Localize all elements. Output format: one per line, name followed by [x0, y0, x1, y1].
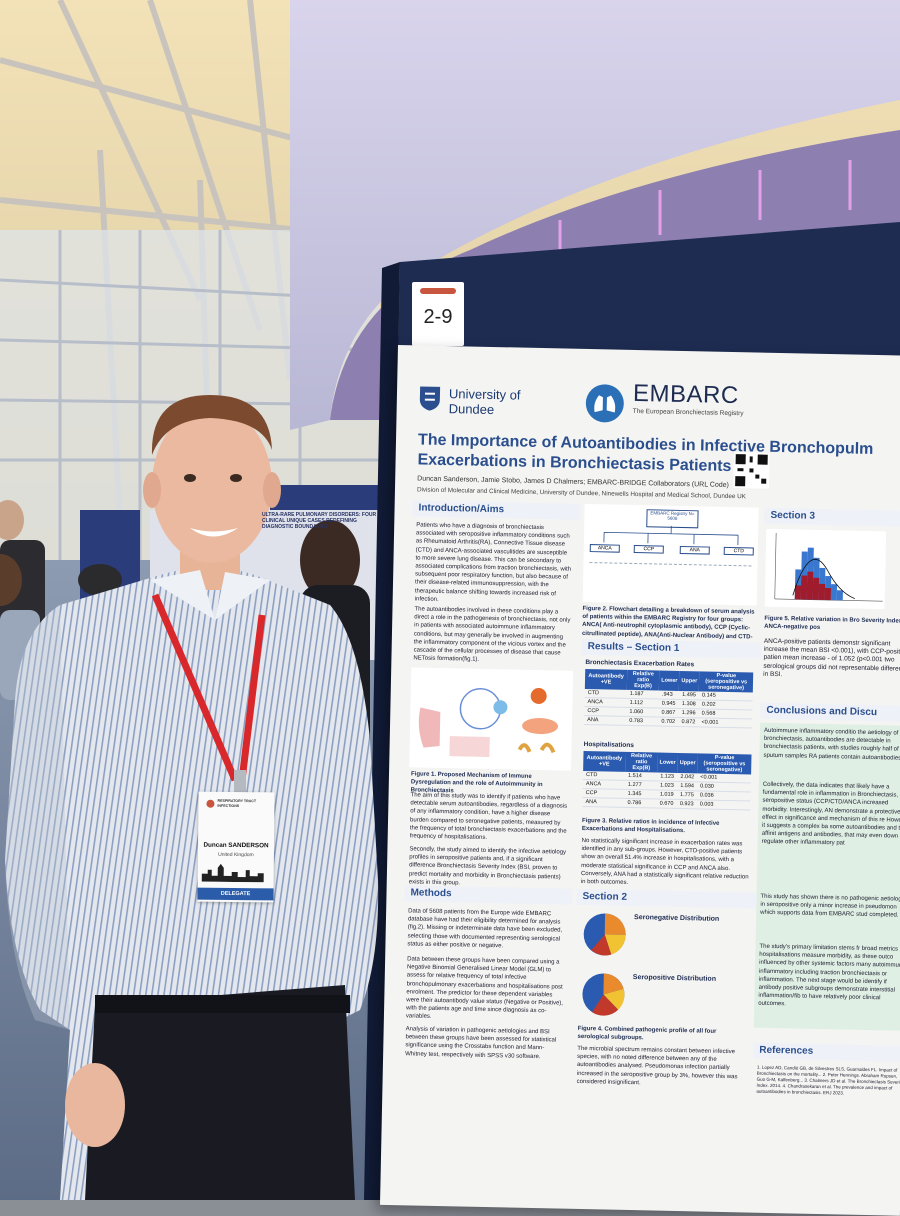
hosp-table-title: Hospitalisations — [583, 740, 634, 750]
research-poster: University of Dundee EMBARC The European… — [379, 345, 900, 1216]
conclusions-text-4: The study's primary limitation stems fr … — [758, 943, 900, 1008]
table-cell: 0.670 — [656, 799, 677, 809]
table-cell: 1.594 — [677, 781, 698, 791]
results-heading: Results – Section 1 — [581, 638, 762, 659]
exac-header: Relative ratio Exp(B) — [626, 669, 660, 691]
qr-code-icon — [733, 452, 770, 489]
exacerbation-table: Autoantibody +VE Relative ratio Exp(B) L… — [584, 668, 754, 729]
aim-text-2: Secondly, the study aimed to identify th… — [408, 846, 567, 887]
table-cell: <0.001 — [698, 717, 753, 728]
bsi-histogram — [764, 528, 887, 610]
mechanism-figure — [409, 667, 574, 771]
references-heading: References — [753, 1042, 900, 1063]
badge-name: Duncan SANDERSON — [203, 841, 269, 850]
table-cell: 0.783 — [626, 716, 659, 727]
methods-heading: Methods — [404, 885, 573, 905]
intro-heading: Introduction/Aims — [412, 500, 581, 520]
conclusions-text-3: This study has shown there is no pathoge… — [760, 893, 900, 920]
event-logo-icon — [206, 799, 215, 808]
university-logo-text: University of Dundee — [448, 386, 521, 418]
poster-title-line2: Exacerbations in Bronchiectasis Patients — [417, 451, 732, 476]
seronegative-title: Seronegative Distribution — [633, 914, 720, 923]
section2-heading: Section 2 — [576, 888, 757, 909]
aim-text: The aim of this study was to identify if… — [409, 792, 568, 841]
section3-heading: Section 3 — [764, 507, 900, 528]
board-number-card: 2-9 — [412, 282, 464, 346]
table-cell: 0.923 — [676, 799, 697, 809]
badge-event: RESPIRATORY TRACT INFECTIONS — [217, 798, 257, 808]
hosp-header: Lower — [657, 752, 678, 773]
conclusions-heading: Conclusions and Discu — [760, 702, 900, 723]
conclusions-text-2: Collectively, the data indicates that li… — [761, 781, 900, 847]
section2-text: The microbial spectrum remains constant … — [576, 1045, 738, 1087]
methods-text-3: Analysis of variation in pathogenic aeti… — [405, 1026, 557, 1060]
badge-role: DELEGATE — [197, 887, 274, 901]
references-text: 1. Lopez AD, Candiò GB, de Silvestres SL… — [756, 1064, 900, 1096]
embarc-logo-text: EMBARC — [632, 379, 739, 410]
exac-header: Upper — [679, 670, 700, 692]
flow-box-ana: ANA — [679, 545, 710, 555]
exac-header: P-value (seropositive vs seronegative) — [699, 671, 754, 693]
flow-subboxes — [589, 562, 752, 579]
lungs-logo-icon — [585, 384, 624, 423]
results-text: No statistically significant increase in… — [580, 837, 749, 886]
fig5-caption: Figure 5. Relative variation in Bro Seve… — [764, 615, 900, 632]
conclusions-text: Autoimmune inflammatory conditio the aet… — [763, 727, 900, 762]
section3-text: ANCA-positive patients demonstr signific… — [763, 637, 900, 678]
fig4-caption: Figure 4. Combined pathogenic profile of… — [577, 1025, 717, 1042]
badge-country: United Kingdom — [218, 851, 254, 859]
hosp-header: Relative ratio Exp(B) — [625, 751, 658, 773]
flowchart: EMBARC Registry N= 5608 ANCA CCP ANA CTD — [582, 503, 759, 606]
background-poster-title: ULTRA-RARE PULMONARY DISORDERS: FOUR CLI… — [262, 512, 377, 530]
hosp-header: P-value (seropositive vs seronegative) — [697, 753, 752, 775]
hospitalisation-table: Autoantibody +VE Relative ratio Exp(B) L… — [582, 750, 752, 811]
hosp-header: Upper — [677, 752, 698, 774]
embarc-subtitle: The European Bronchiectasis Registry — [632, 407, 744, 418]
flow-box-ctd: CTD — [723, 546, 754, 556]
exac-header: Lower — [659, 670, 680, 691]
table-cell: 0.702 — [658, 717, 679, 727]
poster-affiliation: Division of Molecular and Clinical Medic… — [416, 486, 746, 501]
flowchart-connectors — [603, 525, 739, 546]
table-cell: 0.872 — [678, 717, 699, 727]
fig3-caption: Figure 3. Relative ratios in incidence o… — [581, 817, 720, 835]
seronegative-pie — [583, 913, 626, 956]
methods-text-2: Data between these groups have been comp… — [405, 956, 564, 1021]
intro-text-2: The autoantibodies involved in these con… — [413, 606, 571, 663]
table-cell: 1.019 — [656, 790, 678, 800]
exac-table-title: Bronchiectasis Exacerbation Rates — [585, 658, 695, 669]
seropositive-title: Seropositive Distribution — [632, 974, 717, 983]
city-skyline-icon — [201, 863, 264, 883]
table-cell: ANA — [582, 797, 625, 808]
table-cell: 1.023 — [656, 781, 678, 791]
table-cell: ANA — [584, 715, 627, 726]
table-cell: 1.296 — [678, 708, 699, 718]
table-cell: 0.945 — [658, 699, 680, 709]
seropositive-pie — [582, 973, 625, 1016]
exac-header: Autoantibody +VE — [584, 668, 628, 690]
board-number: 2-9 — [423, 306, 453, 328]
table-cell: 1.308 — [678, 699, 699, 709]
intro-text: Patients who have a diagnosis of bronchi… — [414, 522, 572, 603]
hosp-header: Autoantibody +VE — [583, 750, 626, 772]
table-cell: 0.003 — [696, 799, 751, 810]
flow-box-anca: ANCA — [589, 544, 620, 553]
university-crest-icon — [419, 386, 441, 411]
flow-box-ccp: CCP — [633, 544, 664, 554]
delegate-badge: RESPIRATORY TRACT INFECTIONS Duncan SAND… — [197, 791, 275, 903]
event-logo-icon — [420, 288, 456, 294]
table-cell: 1.775 — [676, 790, 698, 800]
methods-text: Data of 5608 patients from the Europe wi… — [407, 908, 563, 950]
table-cell: 0.786 — [624, 798, 657, 809]
table-cell: 0.867 — [658, 708, 679, 718]
